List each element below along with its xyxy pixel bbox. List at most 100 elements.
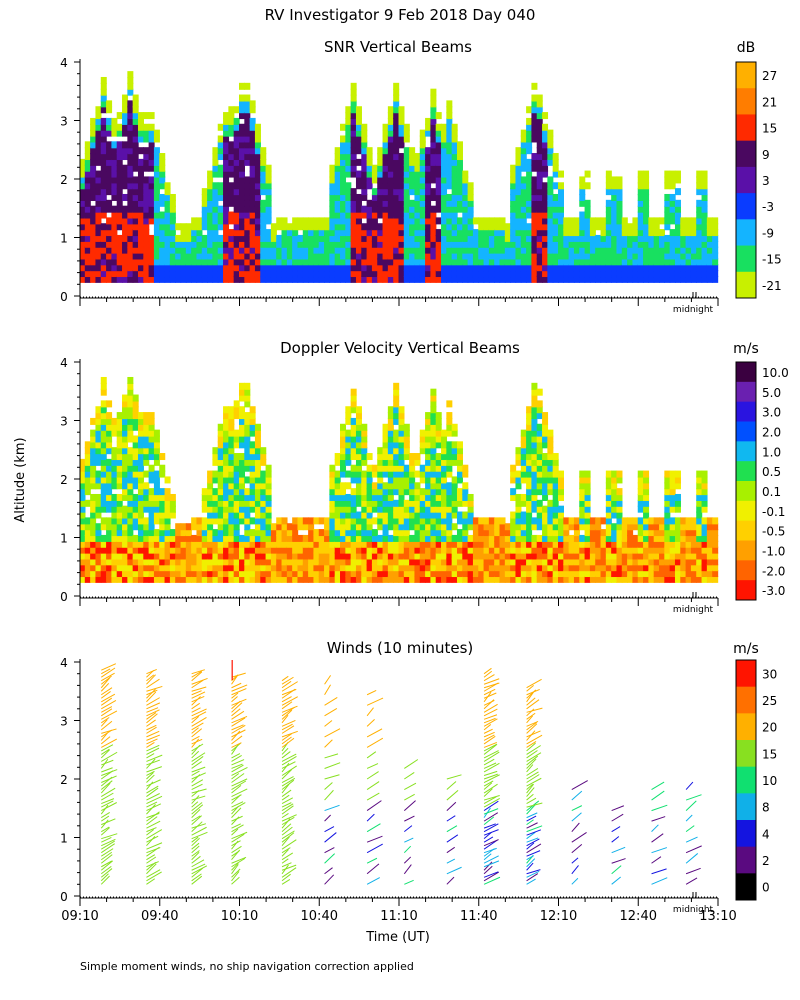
heat-cell [467,258,474,266]
heat-cell [127,199,134,207]
heat-cell [169,211,176,219]
heat-cell [611,193,618,201]
heat-cell [345,158,352,166]
heat-cell [472,229,479,237]
heat-cell [398,199,405,207]
heat-cell [84,258,91,266]
heat-cell [696,275,703,283]
heat-cell [84,176,91,184]
heat-cell [430,453,437,461]
heat-cell [690,523,697,531]
heat-cell [584,493,591,501]
wind-barb [146,801,158,808]
heat-cell [233,164,240,172]
heat-cell [233,264,240,272]
heat-cell [361,188,368,196]
heat-cell [95,412,102,420]
wind-barb [101,663,117,671]
heat-cell [153,441,160,449]
heat-cell [122,441,129,449]
heat-cell [106,558,113,566]
heat-cell [393,246,400,254]
heat-cell [345,435,352,443]
heat-cell [393,112,400,120]
heat-cell [706,246,713,254]
heat-cell [706,275,713,283]
heat-cell [127,264,134,272]
heat-cell [441,199,448,207]
heat-cell [467,240,474,248]
heat-cell [239,217,245,225]
heat-cell [270,558,277,566]
heat-cell [191,240,198,248]
heat-cell [345,564,352,572]
heat-cell [265,564,272,572]
heat-cell [377,505,384,513]
heat-cell [233,182,240,190]
heat-cell [159,211,166,219]
heat-cell [712,229,719,237]
heat-cell [616,493,623,501]
heat-cell [398,112,405,120]
heat-cell [377,523,384,531]
heat-cell [398,523,405,531]
heat-cell [95,176,102,184]
heat-cell [456,182,463,190]
heat-cell [127,458,134,466]
heat-cell [579,234,586,242]
heat-cell [393,158,400,166]
heat-cell [371,234,378,242]
wind-barb [100,851,113,861]
heat-cell [345,429,352,437]
heat-cell [350,441,357,449]
heat-cell [355,517,362,525]
heat-cell [446,270,453,278]
heat-cell [249,258,256,266]
heat-cell [302,229,309,237]
heat-cell [462,205,469,213]
heat-cell [515,229,522,237]
heat-cell [669,470,676,478]
heat-cell [286,552,293,560]
heat-cell [435,135,442,143]
heat-cell [674,275,681,283]
wind-barb [146,713,158,724]
heat-cell [542,252,549,260]
heat-cell [270,523,277,531]
heat-cell [515,252,522,260]
heat-cell [95,458,102,466]
heat-cell [286,529,293,537]
heat-cell [106,570,113,578]
heat-cell [265,188,272,196]
heat-cell [451,252,458,260]
heat-cell [122,552,129,560]
heat-cell [441,252,448,260]
heat-cell [382,552,389,560]
heat-cell [425,258,432,266]
colorbar-swatch [736,271,756,299]
heat-cell [340,158,347,166]
heat-cell [217,170,224,178]
heat-cell [680,517,687,525]
wind-barb [100,697,113,706]
heat-cell [568,575,575,583]
heat-cell [393,570,400,578]
heat-cell [132,558,139,566]
heat-cell [318,246,325,254]
heat-cell [398,552,405,560]
heat-cell [366,270,373,278]
heat-cell [281,558,288,566]
heat-cell [132,258,139,266]
heat-cell [292,529,299,537]
heat-cell [164,193,171,201]
heat-cell [217,482,224,490]
heat-cell [355,182,362,190]
heat-cell [547,176,554,184]
heat-cell [690,275,697,283]
heat-cell [345,453,352,461]
heat-cell [403,552,410,560]
heat-cell [542,476,549,484]
heat-cell [669,252,676,260]
heat-cell [153,223,160,231]
heat-cell [403,534,410,542]
